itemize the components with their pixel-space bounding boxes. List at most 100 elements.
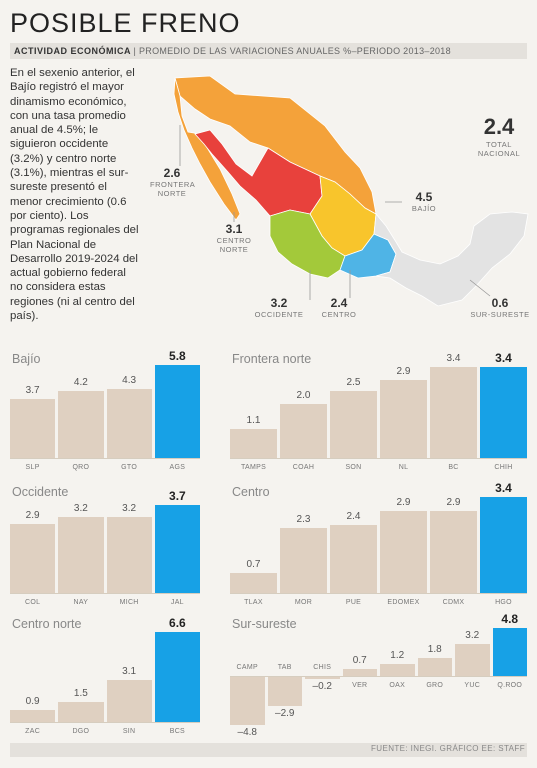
bar-value-label: 3.7 xyxy=(169,488,186,503)
bar-pue xyxy=(330,525,377,593)
chart-title: Sur-sureste xyxy=(232,617,297,631)
category-label: GTO xyxy=(121,464,138,471)
bar-zac xyxy=(10,709,56,722)
category-label: CAMP xyxy=(236,664,258,671)
bar-bc xyxy=(430,366,477,458)
bar-value-label: 3.2 xyxy=(73,502,88,514)
bar-jal xyxy=(154,504,200,593)
total-value: 2.4 xyxy=(483,114,515,139)
category-label: COL xyxy=(24,599,41,606)
bar-ags xyxy=(154,365,200,458)
mexico-map xyxy=(173,75,529,307)
bar-camp xyxy=(230,677,265,725)
chart-baseline xyxy=(230,593,527,594)
bar-bcs xyxy=(154,632,200,722)
bar-chih xyxy=(480,366,527,458)
bar-chis xyxy=(305,677,340,679)
category-label: TAB xyxy=(277,664,292,671)
category-label: TAMPS xyxy=(240,464,267,471)
chart-title: Bajío xyxy=(12,352,41,366)
category-label: Q.ROO xyxy=(497,682,523,689)
chart-title: Occidente xyxy=(12,485,69,499)
map-label-centro-norte: 3.1 CENTRO NORTE xyxy=(213,222,255,254)
bar-value-label: 6.6 xyxy=(169,616,186,631)
category-label: AGS xyxy=(169,464,186,471)
bar-qroo xyxy=(492,628,527,676)
chart-title: Centro xyxy=(232,485,270,499)
bar-ver xyxy=(342,669,377,676)
intro-text: En el sexenio anterior, el Bajío registr… xyxy=(10,67,139,323)
category-label: DGO xyxy=(72,728,90,735)
bar-value-label: 2.9 xyxy=(25,509,40,521)
map-label-frontera-norte: 2.6 FRONTERA NORTE xyxy=(150,166,195,198)
bar-value-label: 1.5 xyxy=(73,687,88,699)
map-region-name: CENTRO xyxy=(321,310,357,319)
bar-cdmx xyxy=(430,511,477,593)
bar-value-label: 4.2 xyxy=(73,376,88,388)
source-note: FUENTE: INEGI. GRÁFICO EE: STAFF xyxy=(371,744,525,753)
bar-mor xyxy=(280,528,327,593)
category-label: OAX xyxy=(389,682,406,689)
category-label: SIN xyxy=(122,728,136,735)
bar-tab xyxy=(267,677,302,706)
map-region-baja xyxy=(173,77,241,221)
bar-oax xyxy=(380,664,415,676)
bar-slp xyxy=(10,398,56,458)
bar-value-label: 1.1 xyxy=(246,414,261,426)
map-region-name-2: NORTE xyxy=(157,189,187,198)
bar-value-label: 4.3 xyxy=(122,375,137,387)
bar-value-label: 2.5 xyxy=(346,377,361,388)
map-region-name-2: NORTE xyxy=(219,245,249,254)
bar-value-label: 2.9 xyxy=(396,366,411,378)
bar-value-label: 0.7 xyxy=(352,655,367,666)
bar-nl xyxy=(380,380,427,458)
bar-value-label: 3.4 xyxy=(495,481,512,496)
category-label: QRO xyxy=(72,464,90,471)
bar-gto xyxy=(106,389,152,458)
category-label: COAH xyxy=(292,464,315,471)
bar-value-label: 1.2 xyxy=(390,650,405,661)
chart-baseline xyxy=(10,593,200,594)
bar-value-label: 3.1 xyxy=(122,665,137,677)
bar-value-label: –4.8 xyxy=(237,727,257,738)
bar-value-label: 0.9 xyxy=(25,695,40,707)
map-region-sur-sureste xyxy=(373,211,529,307)
category-label: CDMX xyxy=(442,599,465,606)
bar-son xyxy=(330,391,377,458)
map-label-sur-sureste: 0.6 SUR-SURESTE xyxy=(470,296,530,319)
category-label: NAY xyxy=(73,599,89,606)
chart-baseline xyxy=(10,458,200,459)
category-label: CHIS xyxy=(313,664,332,671)
bar-edomex xyxy=(380,511,427,593)
bar-value-label: –0.2 xyxy=(312,681,332,692)
category-label: BC xyxy=(448,464,459,471)
footer-bar xyxy=(10,743,527,757)
bar-value-label: 3.4 xyxy=(495,350,512,365)
bar-coah xyxy=(280,404,327,458)
bar-value-label: 5.8 xyxy=(169,349,186,364)
bar-value-label: 1.8 xyxy=(427,644,442,655)
category-label: GRO xyxy=(426,682,444,689)
chart-title: Centro norte xyxy=(12,617,82,631)
category-label: HGO xyxy=(495,599,512,606)
category-label: SLP xyxy=(25,464,40,471)
category-label: JAL xyxy=(170,599,184,606)
bar-hgo xyxy=(480,497,527,593)
map-region-name: SUR-SURESTE xyxy=(470,310,530,319)
bar-mich xyxy=(106,516,152,593)
bar-col xyxy=(10,523,56,593)
bar-dgo xyxy=(58,701,104,722)
category-label: MOR xyxy=(294,599,313,606)
bar-value-label: 4.8 xyxy=(501,612,519,626)
separator: | xyxy=(133,46,139,56)
bar-value-label: 2.4 xyxy=(346,511,361,523)
bar-value-label: 3.4 xyxy=(446,352,461,364)
map-region-name: BAJÍO xyxy=(411,204,437,213)
category-label: BCS xyxy=(169,728,186,735)
chart-baseline xyxy=(230,676,527,677)
bar-value-label: 3.2 xyxy=(465,630,480,641)
category-label: PUE xyxy=(345,599,362,606)
map-value: 2.6 xyxy=(163,166,181,180)
total-caption-1: TOTAL xyxy=(486,140,512,149)
category-label: NL xyxy=(398,464,409,471)
